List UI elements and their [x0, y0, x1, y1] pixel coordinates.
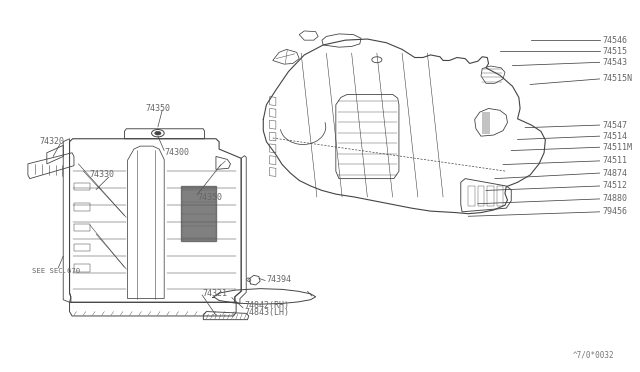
- Text: 74394: 74394: [266, 275, 291, 283]
- Text: 74843(LH): 74843(LH): [244, 308, 289, 317]
- Text: 74330: 74330: [90, 170, 115, 179]
- Bar: [74, 203, 90, 211]
- Text: 74350: 74350: [145, 104, 170, 113]
- Circle shape: [155, 131, 161, 135]
- Polygon shape: [482, 112, 490, 134]
- Text: 74321: 74321: [202, 289, 227, 298]
- Text: 74880: 74880: [602, 195, 627, 203]
- Text: 74300: 74300: [164, 148, 189, 157]
- Text: SEE SEC.670: SEE SEC.670: [31, 268, 80, 274]
- Text: 74514: 74514: [602, 132, 627, 141]
- Text: ^7/0*0032: ^7/0*0032: [573, 350, 614, 360]
- Bar: [74, 224, 90, 231]
- Bar: [74, 183, 90, 190]
- Text: 74543: 74543: [602, 58, 627, 67]
- Bar: [74, 264, 90, 272]
- Text: 74547: 74547: [602, 121, 627, 129]
- Text: 74512: 74512: [602, 182, 627, 190]
- Text: 79456: 79456: [602, 207, 627, 217]
- Text: 74350: 74350: [197, 193, 222, 202]
- Bar: [74, 244, 90, 251]
- Text: 74546: 74546: [602, 36, 627, 45]
- Text: 74842(RH): 74842(RH): [244, 301, 289, 311]
- Text: 74874: 74874: [602, 169, 627, 177]
- Text: 74511: 74511: [602, 156, 627, 166]
- Text: 74515: 74515: [602, 47, 627, 56]
- Text: 74511M: 74511M: [602, 143, 632, 152]
- Text: 74320: 74320: [39, 137, 64, 146]
- Polygon shape: [181, 186, 216, 241]
- Text: 74515N: 74515N: [602, 74, 632, 83]
